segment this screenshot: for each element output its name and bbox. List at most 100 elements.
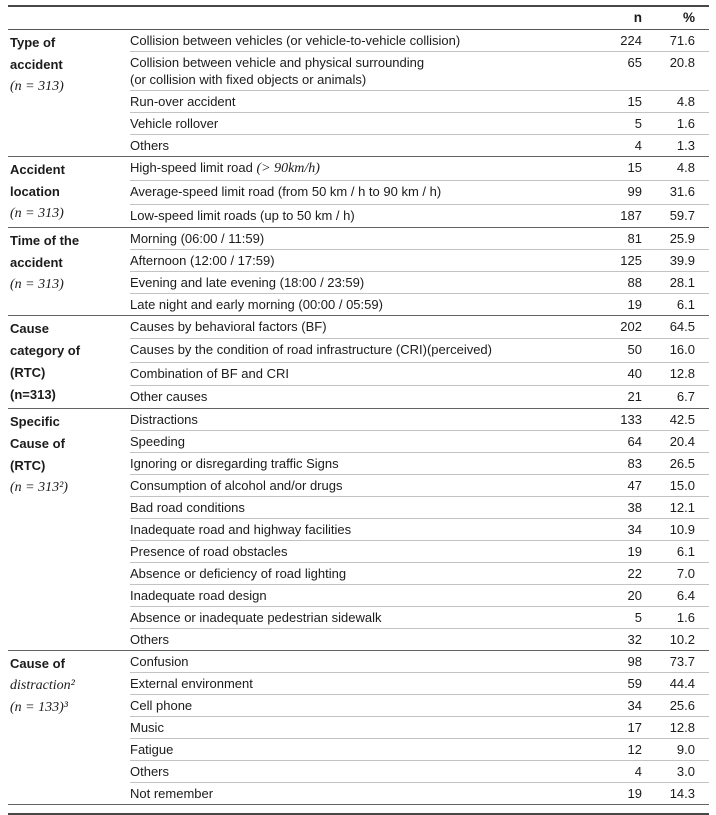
- category-cell: Cause of distraction² (n = 133)³: [8, 650, 130, 805]
- table-body: Type of accident (n = 313) Collision betwee…: [8, 29, 709, 815]
- n-value: 15: [597, 90, 647, 113]
- n-value: 32: [597, 628, 647, 651]
- category-line: Type of: [10, 35, 56, 50]
- item-label: Consumption of alcohol and/or drugs: [130, 474, 597, 497]
- category-cell: Cause category of (RTC) (n=313): [8, 315, 130, 409]
- n-value: 81: [597, 227, 647, 250]
- item-label: Inadequate road design: [130, 584, 597, 607]
- item-label: Collision between vehicle and physical s…: [130, 51, 597, 91]
- item-label: External environment: [130, 672, 597, 695]
- n-value: 19: [597, 293, 647, 316]
- item-label-line2: (or collision with fixed objects or anim…: [130, 72, 367, 87]
- item-label: Morning (06:00 / 11:59): [130, 227, 597, 250]
- percent-value: 10.9: [647, 518, 709, 541]
- n-value: 15: [597, 155, 647, 181]
- percent-value: 39.9: [647, 249, 709, 272]
- category-line: accident: [10, 255, 63, 270]
- category-line: (n = 313): [10, 277, 64, 292]
- category-line: (n = 313): [10, 206, 64, 221]
- item-label: Others: [130, 628, 597, 651]
- item-label: Distractions: [130, 408, 597, 431]
- item-label: Evening and late evening (18:00 / 23:59): [130, 271, 597, 294]
- table-row: Low-speed limit roads (up to 50 km / h) 1…: [8, 203, 709, 228]
- table-row: Collision between vehicle and physical s…: [8, 51, 709, 91]
- item-label: Collision between vehicles (or vehicle-t…: [130, 29, 597, 52]
- n-value: 38: [597, 496, 647, 519]
- category-line: distraction²: [10, 678, 75, 693]
- table-row: External environment 59 44.4: [8, 672, 709, 695]
- table-row: Others 4 1.3: [8, 134, 709, 157]
- table-row: Music 17 12.8: [8, 716, 709, 739]
- percent-value: 42.5: [647, 408, 709, 431]
- item-label: Vehicle rollover: [130, 112, 597, 135]
- percent-value: 59.7: [647, 203, 709, 228]
- header-percent: %: [647, 5, 709, 30]
- table-row: Type of accident (n = 313) Collision betwee…: [8, 29, 709, 157]
- category-line: (n = 313): [10, 79, 64, 94]
- table-row: Others 32 10.2: [8, 628, 709, 651]
- table-row: Time of the accident (n = 313) Morning (06:…: [8, 227, 709, 316]
- category-line: Cause: [10, 321, 50, 336]
- percent-value: 9.0: [647, 738, 709, 761]
- table-row: Presence of road obstacles 19 6.1: [8, 540, 709, 563]
- item-label: Music: [130, 716, 597, 739]
- table-row: Bad road conditions 38 12.1: [8, 496, 709, 519]
- percent-value: 31.6: [647, 180, 709, 205]
- percent-value: 4.8: [647, 90, 709, 113]
- percent-value: 12.8: [647, 716, 709, 739]
- percent-value: 64.5: [647, 314, 709, 339]
- table-row: Specific Cause of (RTC) (n = 313²) Distracti…: [8, 408, 709, 651]
- rtc-frequency-table: n % Type of accident (n = 313) Collision be…: [8, 5, 709, 815]
- category-line: location: [10, 184, 60, 199]
- item-label: Cell phone: [130, 694, 597, 717]
- category-line: Accident: [10, 162, 65, 177]
- table-row: Inadequate road and highway facilities 34…: [8, 518, 709, 541]
- table-row: Average-speed limit road (from 50 km / h…: [8, 180, 709, 205]
- item-label: Low-speed limit roads (up to 50 km / h): [130, 203, 597, 228]
- n-value: 21: [597, 384, 647, 409]
- item-label: Others: [130, 134, 597, 157]
- percent-value: 26.5: [647, 452, 709, 475]
- header-item: [130, 5, 597, 30]
- table-row: Evening and late evening (18:00 / 23:59)…: [8, 271, 709, 294]
- percent-value: 6.7: [647, 384, 709, 409]
- item-label: Fatigue: [130, 738, 597, 761]
- n-value: 4: [597, 134, 647, 157]
- table-row: Accident location (n = 313) High-speed limi…: [8, 155, 709, 228]
- percent-value: 25.9: [647, 227, 709, 250]
- category-cell: Specific Cause of (RTC) (n = 313²): [8, 408, 130, 651]
- table-row: Absence or deficiency of road lighting 22…: [8, 562, 709, 585]
- category-line: Specific: [10, 414, 60, 429]
- table-row: Run-over accident 15 4.8: [8, 90, 709, 113]
- percent-value: 10.2: [647, 628, 709, 651]
- n-value: 98: [597, 650, 647, 673]
- percent-value: 4.8: [647, 155, 709, 181]
- category-line: (RTC): [10, 458, 46, 473]
- percent-value: 14.3: [647, 782, 709, 805]
- n-value: 40: [597, 361, 647, 386]
- item-label: Causes by the condition of road infrastr…: [130, 338, 597, 362]
- percent-value: 12.8: [647, 361, 709, 386]
- table-row: Causes by the condition of road infrastr…: [8, 338, 709, 362]
- item-label: Run-over accident: [130, 90, 597, 113]
- table-row: Consumption of alcohol and/or drugs 47 15.…: [8, 474, 709, 497]
- n-value: 59: [597, 672, 647, 695]
- category-cell: Type of accident (n = 313): [8, 29, 130, 157]
- n-value: 34: [597, 518, 647, 541]
- category-line: Time of the: [10, 233, 80, 248]
- table-row: Inadequate road design 20 6.4: [8, 584, 709, 607]
- percent-value: 12.1: [647, 496, 709, 519]
- n-value: 19: [597, 540, 647, 563]
- percent-value: 20.8: [647, 51, 709, 91]
- item-label: Presence of road obstacles: [130, 540, 597, 563]
- n-value: 34: [597, 694, 647, 717]
- category-line: accident: [10, 57, 63, 72]
- table-row: Combination of BF and CRI 40 12.8: [8, 361, 709, 386]
- percent-value: 20.4: [647, 430, 709, 453]
- n-value: 133: [597, 408, 647, 431]
- table-row: Cause of distraction² (n = 133)³ Confusion 9…: [8, 650, 709, 805]
- table-row: Vehicle rollover 5 1.6: [8, 112, 709, 135]
- table-row: Speeding 64 20.4: [8, 430, 709, 453]
- table-row: Absence or inadequate pedestrian sidewal…: [8, 606, 709, 629]
